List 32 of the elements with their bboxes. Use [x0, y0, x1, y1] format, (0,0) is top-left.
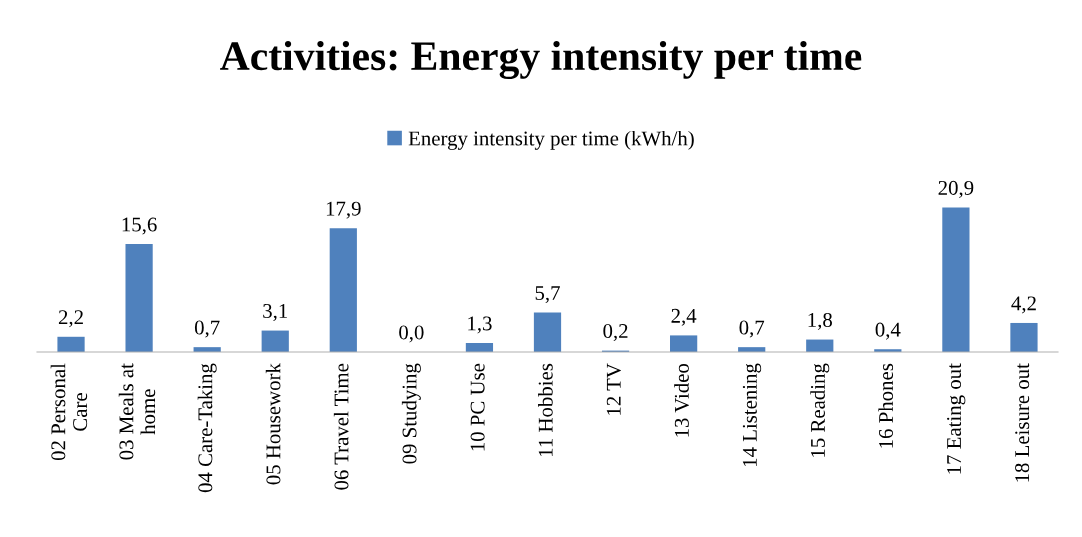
x-tick-label: 16 Phones [878, 363, 894, 448]
data-label: 1,8 [808, 312, 832, 330]
data-label: 2,2 [58, 310, 83, 328]
data-label: 20,9 [938, 180, 974, 198]
data-label: 0,0 [399, 325, 424, 343]
x-tick-label: 05 Housework [265, 363, 281, 485]
x-tick-label: 03 Meals at home [118, 363, 156, 460]
x-tick-label: 12 TV [606, 363, 621, 415]
x-tick-label: 15 Reading [810, 363, 830, 457]
data-label: 0,7 [194, 320, 220, 338]
x-tick-label: 02 Personal Care [50, 363, 88, 461]
x-tick-label: 06 Travel Time [333, 363, 349, 490]
chart-title: Activities: Energy intensity per time [220, 40, 862, 80]
x-tick-label: 11 Hobbies [538, 363, 553, 456]
data-label: 3,1 [263, 304, 287, 321]
legend-label: Energy intensity per time (kWh/h) [408, 130, 694, 150]
x-tick-label: 17 Eating out [947, 363, 966, 474]
x-tick-label: 04 Care-Taking [197, 363, 217, 493]
x-tick-label: 14 Listening [742, 363, 762, 467]
data-label: 0,4 [875, 322, 901, 340]
data-label: 15,6 [122, 217, 157, 235]
data-label: 4,2 [1011, 296, 1036, 314]
x-tick-label: 10 PC Use [470, 363, 485, 451]
data-label: 17,9 [326, 201, 361, 219]
x-tick-label: 18 Leisure out [1015, 363, 1030, 482]
data-label: 5,7 [535, 286, 560, 304]
data-label: 2,4 [671, 308, 697, 326]
data-label: 0,2 [603, 323, 628, 342]
data-label: 0,7 [739, 320, 765, 338]
data-label: 1,3 [468, 316, 492, 334]
x-tick-label: 13 Video [674, 363, 689, 437]
x-tick-label: 09 Studying [401, 363, 421, 464]
